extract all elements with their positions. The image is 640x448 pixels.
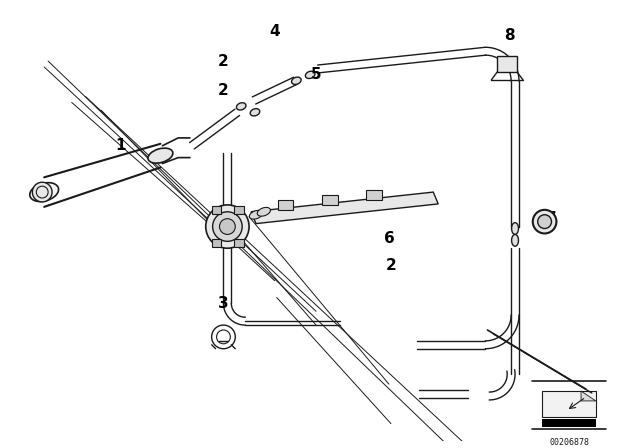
Ellipse shape [511, 234, 518, 246]
Bar [212, 239, 221, 247]
Polygon shape [541, 391, 596, 417]
Bar [497, 56, 517, 72]
Text: 8: 8 [504, 28, 515, 43]
Bar [234, 239, 244, 247]
Ellipse shape [30, 183, 59, 202]
Text: 6: 6 [383, 231, 394, 246]
Ellipse shape [148, 148, 173, 163]
Ellipse shape [511, 223, 518, 234]
Ellipse shape [257, 207, 271, 216]
Bar [541, 418, 596, 426]
Text: 4: 4 [269, 24, 280, 39]
Text: 1: 1 [116, 138, 126, 153]
Circle shape [205, 205, 249, 248]
Polygon shape [251, 192, 438, 224]
Circle shape [538, 215, 552, 228]
Text: 00206878: 00206878 [549, 438, 589, 448]
Ellipse shape [292, 77, 301, 84]
Bar [212, 206, 221, 214]
Bar [322, 195, 338, 205]
Bar [278, 200, 293, 210]
Circle shape [532, 210, 556, 233]
Text: 5: 5 [311, 67, 321, 82]
Ellipse shape [236, 103, 246, 110]
Bar [366, 190, 382, 200]
Ellipse shape [305, 71, 315, 78]
Text: 2: 2 [385, 258, 396, 273]
Text: 2: 2 [218, 54, 229, 69]
Circle shape [33, 182, 52, 202]
Circle shape [212, 212, 242, 241]
Ellipse shape [250, 211, 262, 219]
Text: 3: 3 [218, 296, 228, 311]
Text: 2: 2 [218, 83, 229, 98]
Ellipse shape [250, 109, 260, 116]
Bar [234, 206, 244, 214]
Text: 7: 7 [546, 211, 557, 226]
Polygon shape [581, 391, 596, 401]
Circle shape [220, 219, 236, 234]
